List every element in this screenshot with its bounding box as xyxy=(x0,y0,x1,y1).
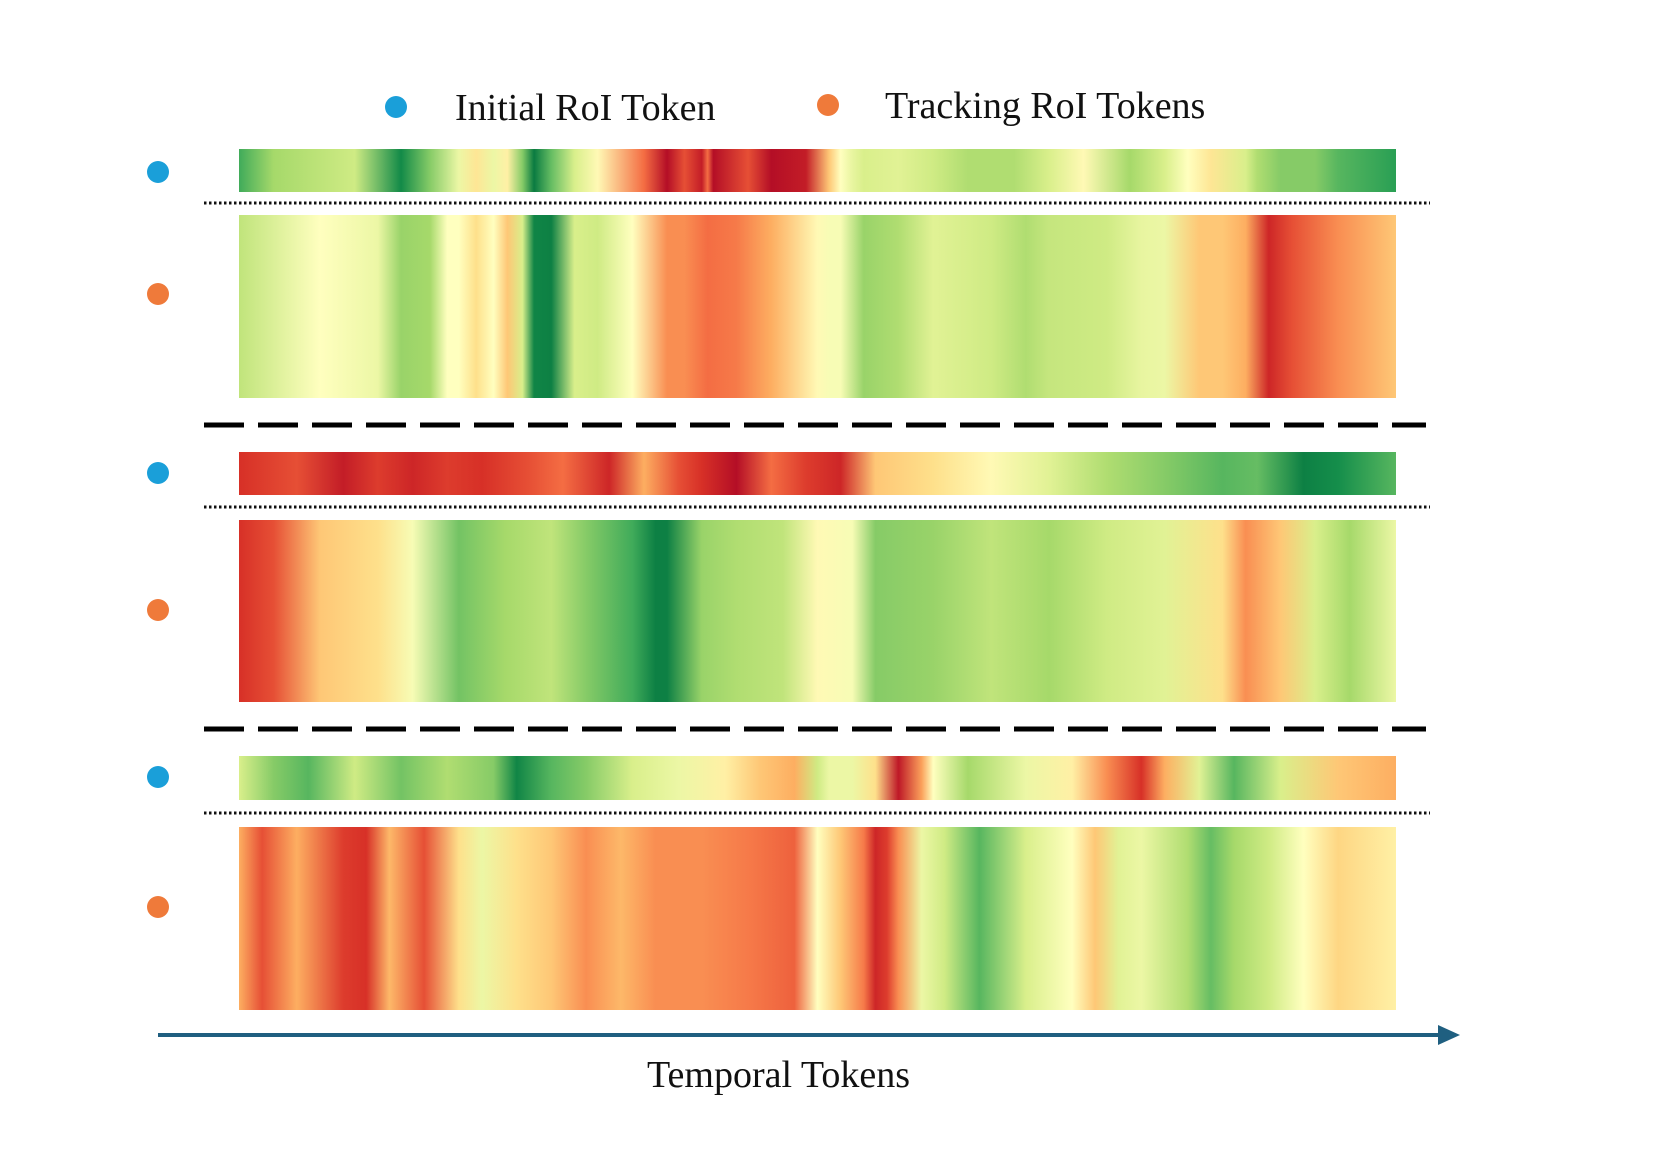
legend-initial-label: Initial RoI Token xyxy=(455,87,716,129)
tracking-roi-heatmap-row-1 xyxy=(239,215,1396,398)
tracking-roi-heatmap-row-3 xyxy=(239,827,1396,1010)
tracking-roi-heatmap-row-2 xyxy=(239,520,1396,702)
initial-roi-marker-1 xyxy=(147,161,169,183)
initial-roi-heatmap-row-2 xyxy=(239,452,1396,495)
initial-roi-marker-3 xyxy=(147,766,169,788)
initial-roi-heatmap-row-1 xyxy=(239,149,1396,192)
temporal-axis-arrowhead-icon xyxy=(1438,1025,1460,1045)
tracking-roi-marker-1 xyxy=(147,283,169,305)
legend-tracking-label: Tracking RoI Tokens xyxy=(885,85,1206,127)
tracking-roi-marker-2 xyxy=(147,599,169,621)
legend-initial-dot xyxy=(385,96,407,118)
initial-roi-heatmap-row-3 xyxy=(239,756,1396,800)
initial-roi-marker-2 xyxy=(147,462,169,484)
x-axis-label: Temporal Tokens xyxy=(647,1054,911,1096)
tracking-roi-marker-3 xyxy=(147,896,169,918)
legend-tracking-dot xyxy=(817,94,839,116)
